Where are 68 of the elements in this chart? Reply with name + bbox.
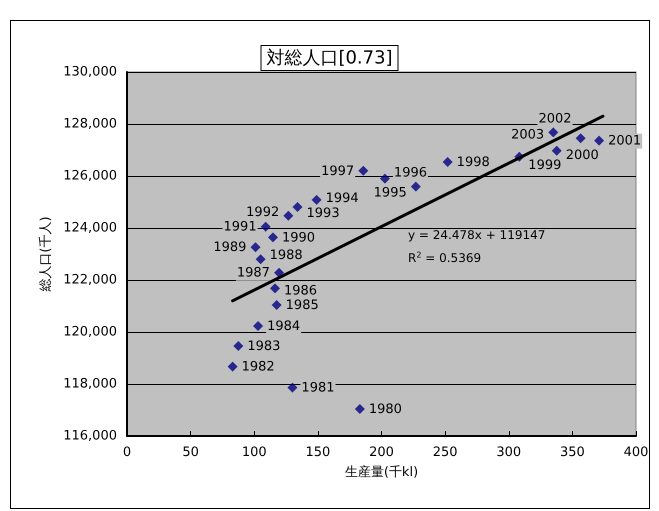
annotation: 1996 (394, 166, 428, 181)
point (268, 232, 278, 242)
x-tick-label: 50 (182, 445, 199, 460)
annotation: 1989 (213, 240, 246, 256)
point (272, 300, 282, 310)
point (287, 382, 298, 393)
annotation: y = 24.478x + 119147 (408, 228, 546, 242)
annotation: 1994 (326, 190, 359, 206)
annotation: 1982 (242, 360, 275, 375)
x-tick-label: 200 (369, 445, 394, 460)
y-tick-label: 118,000 (63, 376, 117, 392)
annotation: 1985 (286, 298, 319, 313)
annotation: 1995 (374, 186, 407, 201)
y-tick-label: 120,000 (63, 324, 117, 340)
point (354, 404, 365, 414)
y-tick-label: 124,000 (63, 220, 117, 236)
x-tick-label: 400 (624, 445, 648, 460)
x-tick-label: 300 (496, 445, 522, 460)
y-tick-label: 122,000 (63, 272, 117, 288)
point (442, 156, 453, 167)
point (283, 210, 294, 221)
point (548, 127, 558, 138)
annotation: 1988 (270, 248, 303, 264)
y-tick-label: 128,000 (63, 116, 117, 132)
point (358, 166, 368, 176)
annotation: 1984 (267, 319, 300, 334)
annotation: 1991 (224, 220, 257, 235)
point (292, 202, 303, 212)
point (233, 341, 244, 352)
x-tick-label: 0 (122, 445, 132, 460)
annotation: 2003 (511, 127, 544, 142)
annotation: 1981 (301, 380, 335, 396)
point (576, 133, 586, 144)
point (260, 222, 271, 232)
annotation: 1983 (247, 339, 280, 354)
point (250, 242, 261, 252)
y-tick-label: 116,000 (63, 428, 117, 444)
annotation: 2000 (566, 148, 599, 163)
point (594, 136, 604, 146)
y-tick-label: 126,000 (63, 168, 117, 184)
chart-title: 対総人口[0.73] (266, 48, 393, 68)
annotation: 1992 (246, 204, 280, 220)
point (253, 321, 264, 332)
y-axis-title: 総人口(千人) (38, 216, 54, 293)
annotation: 1997 (321, 164, 354, 179)
annotation: 2001 (608, 134, 642, 149)
annotation: 1980 (368, 402, 402, 417)
x-tick-label: 250 (432, 445, 458, 460)
point (312, 194, 322, 205)
annotation: 1987 (236, 266, 270, 281)
x-tick-label: 150 (305, 445, 330, 460)
point (410, 182, 421, 192)
y-tick-label: 130,000 (63, 64, 117, 80)
point (552, 146, 562, 156)
point (274, 268, 284, 278)
annotation: 1999 (528, 158, 562, 173)
annotation: 1993 (306, 206, 340, 221)
x-tick-label: 100 (242, 445, 267, 460)
annotation: 1998 (456, 154, 490, 170)
x-tick-label: 350 (560, 445, 585, 460)
point (256, 254, 266, 264)
point (270, 283, 280, 294)
annotation: 1990 (282, 230, 316, 246)
annotation: 1986 (284, 283, 318, 298)
point (380, 174, 390, 184)
point (228, 362, 238, 372)
x-axis-title: 生産量(千kl) (344, 464, 418, 480)
annotation: 2002 (538, 111, 572, 126)
